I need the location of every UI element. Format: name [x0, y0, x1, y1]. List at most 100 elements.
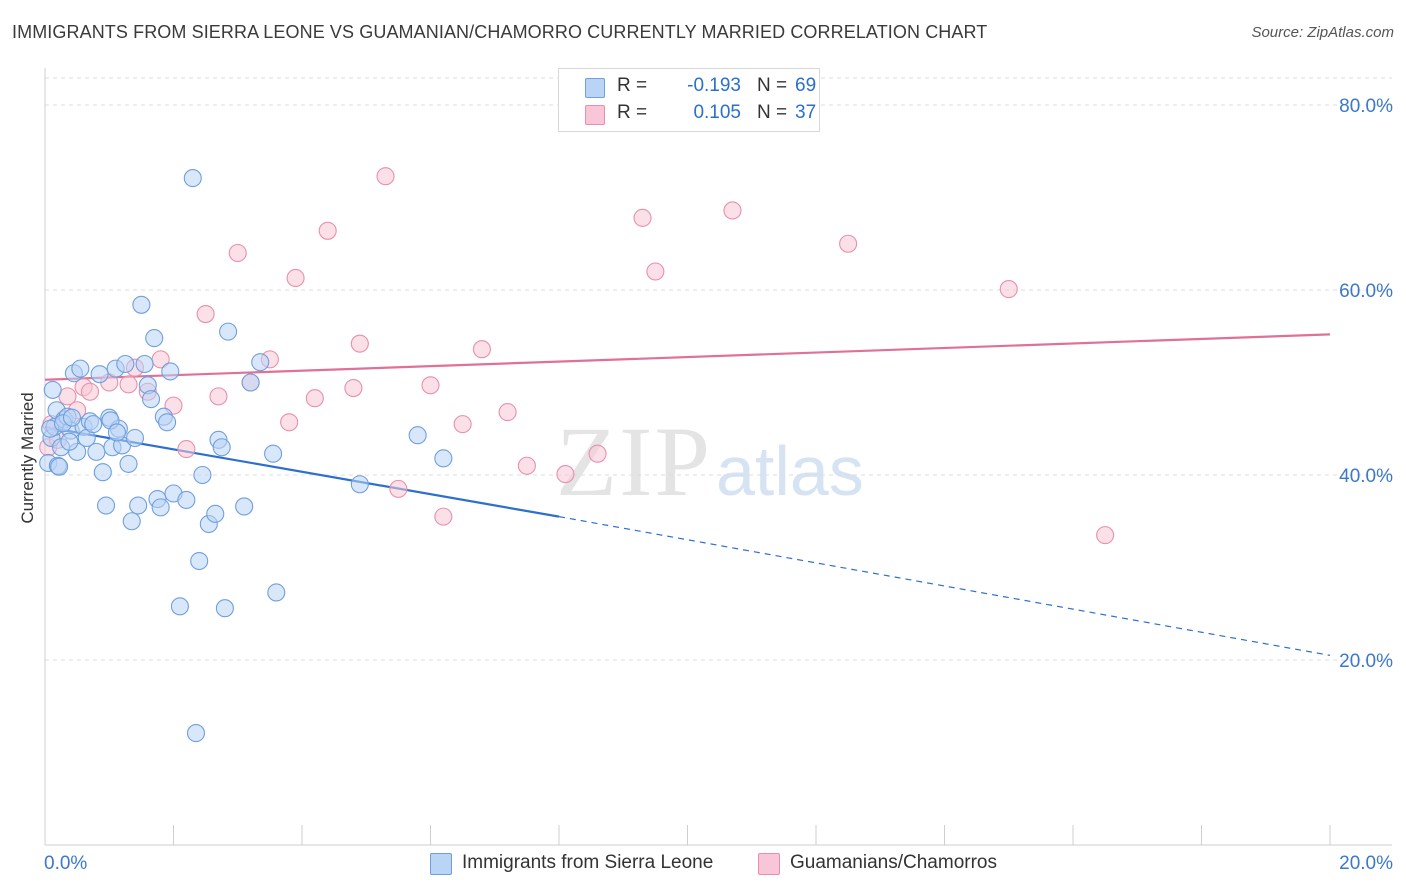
- watermark-zip: ZIP: [556, 406, 712, 517]
- point-sierra-leone: [62, 408, 82, 427]
- point-guamanian: [80, 382, 100, 401]
- point-sierra-leone: [107, 423, 127, 442]
- point-sierra-leone: [190, 551, 209, 571]
- point-sierra-leone: [212, 438, 231, 457]
- tick-label-layer: 20.0% 40.0% 60.0% 80.0% 0.0% 20.0%: [44, 96, 1393, 874]
- point-sierra-leone: [116, 354, 135, 374]
- legend-n-label: N =: [757, 102, 788, 123]
- point-guamanian: [350, 334, 369, 353]
- point-guamanian: [421, 376, 440, 395]
- point-guamanian: [556, 465, 575, 484]
- legend-n-label: N =: [757, 75, 788, 96]
- point-sierra-leone: [122, 512, 141, 531]
- trend-line-extension: [558, 516, 1331, 656]
- series-name-guamanian: Guamanians/Chamorros: [790, 852, 997, 873]
- point-sierra-leone: [161, 362, 180, 381]
- legend-swatch-sierra-leone: [585, 78, 605, 98]
- point-sierra-leone: [135, 354, 154, 374]
- point-sierra-leone: [96, 496, 116, 515]
- point-sierra-leone: [186, 724, 206, 743]
- point-sierra-leone: [129, 496, 148, 515]
- point-guamanian: [286, 268, 305, 288]
- point-sierra-leone: [43, 380, 62, 399]
- point-sierra-leone: [350, 475, 369, 494]
- legend-r-value: -0.193: [687, 75, 741, 96]
- point-guamanian: [177, 440, 196, 459]
- point-guamanian: [633, 208, 652, 227]
- series-swatch-sierra-leone: [430, 853, 452, 875]
- point-sierra-leone: [93, 463, 112, 482]
- trend-line-guamanian: [44, 333, 1331, 381]
- point-guamanian: [209, 387, 228, 406]
- point-sierra-leone: [87, 442, 106, 461]
- legend-r-label: R =: [617, 102, 648, 123]
- point-sierra-leone: [170, 597, 189, 616]
- point-sierra-leone: [183, 169, 202, 188]
- series-name-sierra-leone: Immigrants from Sierra Leone: [462, 852, 714, 873]
- point-guamanian: [228, 243, 247, 263]
- y-tick-label: 20.0%: [1339, 651, 1393, 672]
- point-sierra-leone: [151, 498, 170, 517]
- point-guamanian: [588, 444, 607, 463]
- point-guamanian: [318, 221, 337, 240]
- point-sierra-leone: [264, 444, 283, 463]
- point-guamanian: [434, 507, 453, 526]
- legend-r-label: R =: [617, 75, 648, 96]
- point-sierra-leone: [206, 504, 225, 523]
- point-guamanian: [305, 389, 324, 408]
- point-guamanian: [344, 378, 363, 398]
- point-sierra-leone: [71, 359, 90, 378]
- axis-layer: [44, 68, 1392, 846]
- point-sierra-leone: [215, 599, 234, 618]
- chart-title: IMMIGRANTS FROM SIERRA LEONE VS GUAMANIA…: [12, 22, 988, 42]
- point-guamanian: [389, 479, 408, 498]
- point-sierra-leone: [119, 454, 138, 473]
- x-tick-label: 20.0%: [1339, 853, 1393, 874]
- correlation-legend: R = -0.193 N = 69 R = 0.105 N = 37: [558, 68, 820, 132]
- point-guamanian: [453, 415, 472, 434]
- point-sierra-leone: [125, 428, 144, 448]
- watermark-atlas: atlas: [716, 432, 864, 510]
- trend-layer: [44, 333, 1331, 656]
- legend-n-value: 69: [795, 75, 817, 96]
- legend-n-value: 37: [795, 102, 817, 123]
- y-axis-label: Currently Married: [18, 392, 37, 524]
- point-sierra-leone: [235, 497, 254, 516]
- point-guamanian: [517, 456, 536, 475]
- point-guamanian: [498, 403, 517, 422]
- point-guamanian: [472, 340, 491, 359]
- x-tick-label: 0.0%: [44, 853, 87, 874]
- point-guamanian: [196, 304, 215, 324]
- point-guamanian: [119, 375, 138, 394]
- watermark: ZIPatlas: [556, 404, 864, 519]
- point-guamanian: [839, 234, 858, 253]
- y-tick-label: 40.0%: [1339, 466, 1393, 487]
- point-sierra-leone: [132, 295, 151, 314]
- point-sierra-leone: [408, 426, 427, 445]
- point-sierra-leone: [84, 415, 103, 434]
- series-swatch-guamanian: [758, 853, 780, 875]
- legend-r-value: 0.105: [693, 102, 741, 123]
- point-sierra-leone: [158, 413, 177, 432]
- point-sierra-leone: [193, 465, 212, 485]
- point-guamanian: [723, 201, 742, 220]
- point-guamanian: [376, 167, 395, 186]
- point-sierra-leone: [434, 449, 453, 468]
- point-sierra-leone: [219, 322, 238, 341]
- point-guamanian: [646, 262, 665, 281]
- point-sierra-leone: [145, 329, 164, 348]
- point-sierra-leone: [241, 373, 260, 392]
- point-guamanian: [1096, 526, 1115, 545]
- point-sierra-leone: [50, 457, 69, 476]
- point-sierra-leone: [141, 390, 161, 409]
- point-sierra-leone: [177, 490, 196, 510]
- point-guamanian: [280, 413, 299, 432]
- grid-layer: [45, 77, 1392, 661]
- legend-swatch-guamanian: [585, 105, 605, 125]
- y-tick-label: 60.0%: [1339, 281, 1393, 302]
- point-sierra-leone: [60, 432, 79, 451]
- points-layer: [39, 167, 1115, 743]
- point-guamanian: [999, 280, 1018, 299]
- y-tick-label: 80.0%: [1339, 96, 1393, 117]
